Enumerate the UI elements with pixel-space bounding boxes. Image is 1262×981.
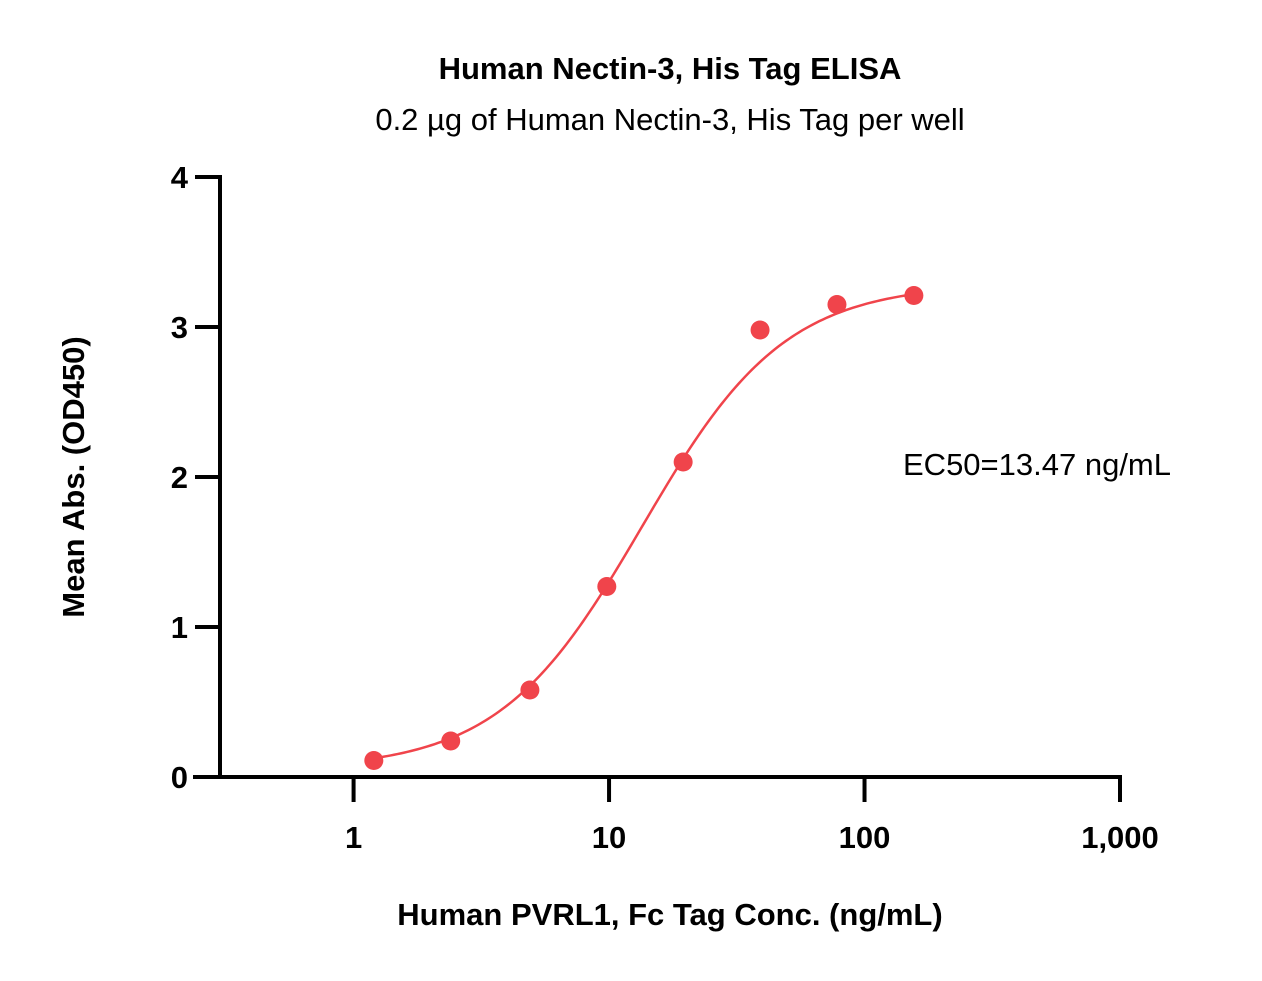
x-tick-label: 1,000 bbox=[1081, 820, 1159, 855]
data-point bbox=[904, 286, 924, 305]
x-tick-label: 100 bbox=[839, 820, 891, 855]
chart-subtitle: 0.2 µg of Human Nectin-3, His Tag per we… bbox=[375, 102, 964, 137]
fit-curve bbox=[373, 292, 915, 760]
data-point bbox=[827, 295, 847, 314]
data-point bbox=[364, 751, 384, 770]
data-point bbox=[750, 320, 770, 340]
y-tick-label: 4 bbox=[171, 160, 189, 195]
ec50-annotation: EC50=13.47 ng/mL bbox=[903, 447, 1171, 482]
data-point bbox=[520, 680, 540, 700]
x-axis: 1 10 100 1,000 bbox=[193, 775, 1159, 855]
y-tick-label: 3 bbox=[171, 310, 188, 345]
y-axis-label: Mean Abs. (OD450) bbox=[56, 336, 91, 617]
data-points bbox=[364, 286, 924, 770]
data-point bbox=[441, 731, 461, 751]
data-point bbox=[673, 452, 693, 472]
y-tick-label: 2 bbox=[171, 460, 188, 495]
x-tick-label: 1 bbox=[345, 820, 362, 855]
chart-title: Human Nectin-3, His Tag ELISA bbox=[439, 51, 902, 86]
x-tick-label: 10 bbox=[592, 820, 626, 855]
x-axis-label: Human PVRL1, Fc Tag Conc. (ng/mL) bbox=[397, 897, 942, 932]
y-axis: 0 1 2 3 4 bbox=[171, 160, 222, 795]
y-tick-label: 0 bbox=[171, 760, 188, 795]
data-point bbox=[597, 577, 617, 596]
y-tick-label: 1 bbox=[171, 610, 188, 645]
